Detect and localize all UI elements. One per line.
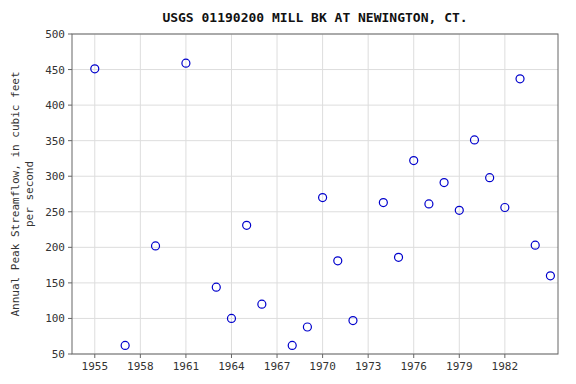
x-tick-label: 1973 [355,360,382,373]
grid-line [459,34,460,354]
point [501,204,509,212]
x-tick [368,354,369,358]
x-tick-label: 1982 [492,360,519,373]
point [440,179,448,187]
y-tick-label: 250 [45,206,65,219]
y-tick [68,34,72,35]
grid-line [72,211,558,212]
point [425,200,433,208]
x-tick-label: 1955 [82,360,109,373]
grid-line [413,34,414,354]
point [182,59,190,67]
point [121,341,129,349]
x-tick [140,354,141,358]
x-tick [413,354,414,358]
point [486,174,494,182]
point [334,257,342,265]
point [91,65,99,73]
x-tick-label: 1964 [218,360,245,373]
y-tick [68,105,72,106]
point [212,283,220,291]
x-tick-label: 1979 [446,360,473,373]
title: USGS 01190200 MILL BK AT NEWINGTON, CT. [162,10,467,25]
grid-line [231,34,232,354]
point [303,323,311,331]
x-tick [322,354,323,358]
x-tick [504,354,505,358]
plot-frame [72,34,558,354]
chart: 1955 1958 1961 1964 1967 1970 1973 1976 1979 1982… [0,0,576,384]
x-tick-label: 1958 [127,360,154,373]
x-tick [277,354,278,358]
grid-line [72,318,558,319]
y-tick-label: 300 [45,170,65,183]
x-tick [459,354,460,358]
grid-line [72,247,558,248]
y-tick-label: 100 [45,312,65,325]
y-tick [68,318,72,319]
point [319,194,327,202]
grid-line [504,34,505,354]
grid-line [72,69,558,70]
point [152,242,160,250]
grid-line [368,34,369,354]
y-tick-label: 450 [45,64,65,77]
x-tick-label: 1961 [173,360,200,373]
point [288,341,296,349]
y-tick-label: 150 [45,277,65,290]
grid-line [72,140,558,141]
y-tick-label: 50 [52,348,65,361]
point [395,253,403,261]
y-axis-label-line: per second [23,161,36,227]
x-tick [231,354,232,358]
y-axis-label: Annual Peak Streamflow, in cubic feetper… [9,71,36,316]
y-tick [68,69,72,70]
y-tick [68,140,72,141]
point [349,317,357,325]
grid [72,34,558,354]
y-axis-label-line: Annual Peak Streamflow, in cubic feet [9,71,22,316]
y-tick-label: 200 [45,241,65,254]
point [455,206,463,214]
x-tick-label: 1967 [264,360,291,373]
point [470,136,478,144]
point [258,300,266,308]
x-tick [94,354,95,358]
grid-line [185,34,186,354]
x-tick [185,354,186,358]
point [227,314,235,322]
y-tick [68,211,72,212]
point [516,75,524,83]
grid-line [94,34,95,354]
y-tick-label: 500 [45,28,65,41]
grid-line [277,34,278,354]
x-tick-label: 1970 [309,360,336,373]
y-tick [68,176,72,177]
grid-line [72,176,558,177]
y-tick-label: 350 [45,135,65,148]
point [243,221,251,229]
point [379,199,387,207]
y-tick [68,247,72,248]
axes: 1955 1958 1961 1964 1967 1970 1973 1976 1979 1982… [45,28,518,373]
y-tick-label: 400 [45,99,65,112]
point [546,272,554,280]
x-tick-label: 1976 [400,360,427,373]
grid-line [140,34,141,354]
y-tick [68,282,72,283]
point [410,157,418,165]
y-tick [68,354,72,355]
grid-line [72,282,558,283]
point [531,241,539,249]
points [91,59,555,349]
grid-line [72,105,558,106]
